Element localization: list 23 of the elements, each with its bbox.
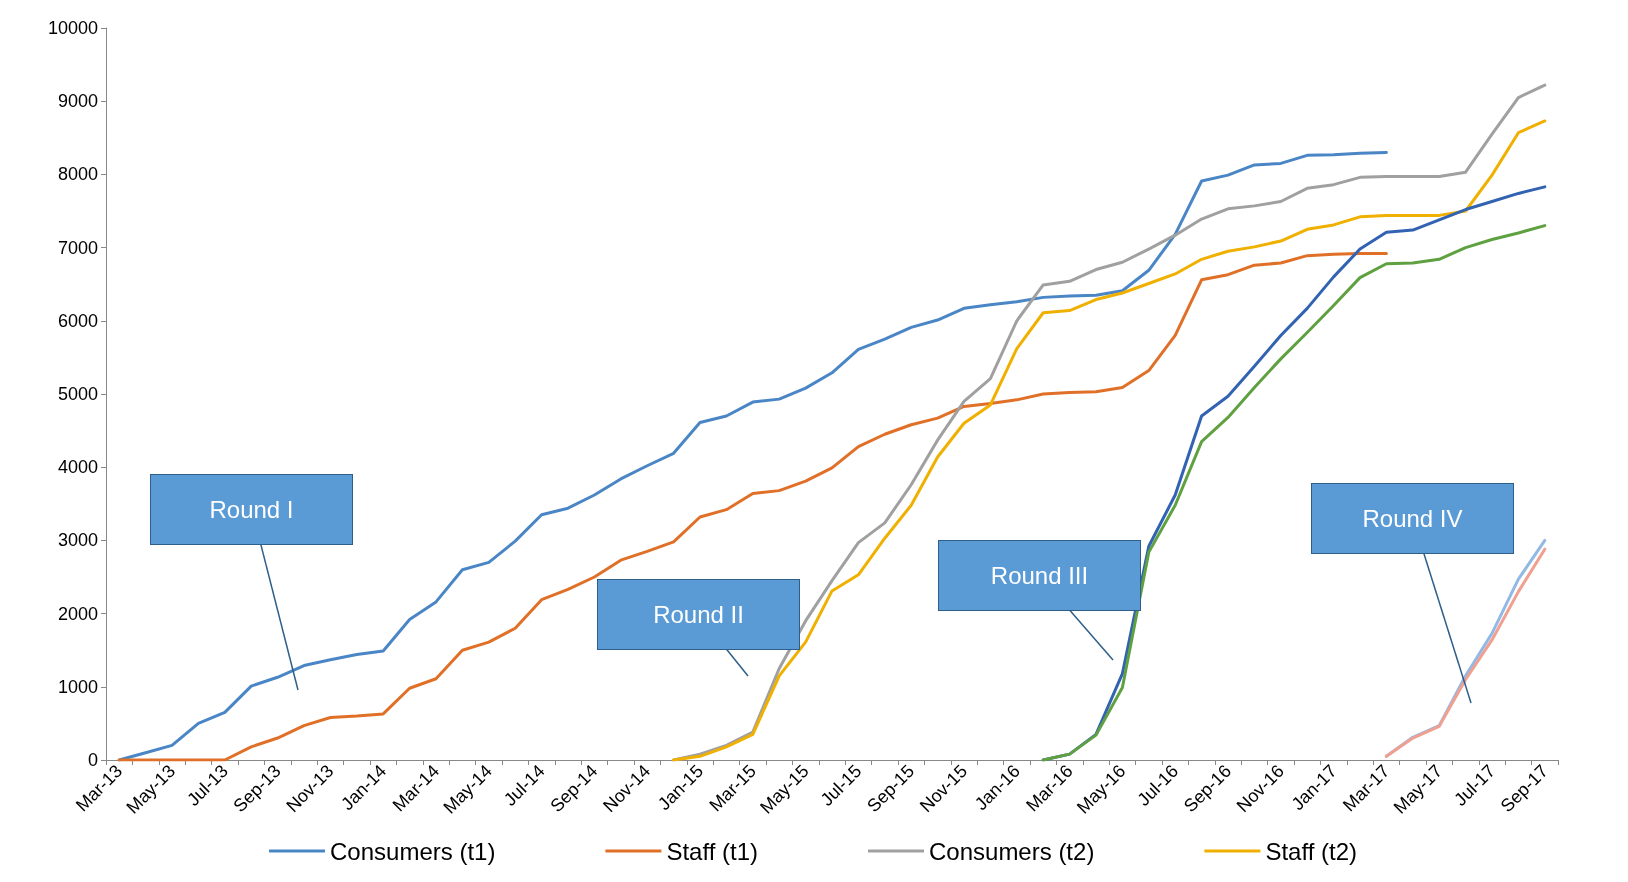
- y-tick-label: 1000: [57, 676, 98, 697]
- y-tick-label: 9000: [57, 91, 98, 112]
- legend-label: Consumers (t1): [330, 837, 496, 865]
- legend-label: Staff (t1): [666, 837, 758, 865]
- annotation: Round IV: [1362, 504, 1463, 533]
- y-tick-label: 4000: [57, 457, 98, 478]
- callout-box: Round II: [597, 579, 800, 650]
- y-tick-label: 5000: [57, 384, 98, 404]
- annotation: Round I: [209, 495, 294, 524]
- annotation: Round III: [990, 561, 1089, 590]
- legend-label: Staff (t2): [1265, 837, 1357, 865]
- callout-box: Round III: [938, 540, 1141, 611]
- annotation: Round II: [653, 600, 744, 629]
- callout-box: Round I: [150, 474, 353, 545]
- y-tick-label: 0: [87, 750, 98, 770]
- y-tick-label: 6000: [57, 310, 98, 331]
- legend-label: Consumers (t2): [929, 837, 1095, 865]
- y-tick-label: 3000: [57, 530, 98, 551]
- y-tick-label: 8000: [57, 164, 98, 185]
- y-tick-label: 2000: [57, 603, 98, 624]
- y-tick-label: 7000: [57, 237, 98, 258]
- callout-box: Round IV: [1311, 483, 1514, 554]
- y-tick-label: 10000: [47, 18, 98, 38]
